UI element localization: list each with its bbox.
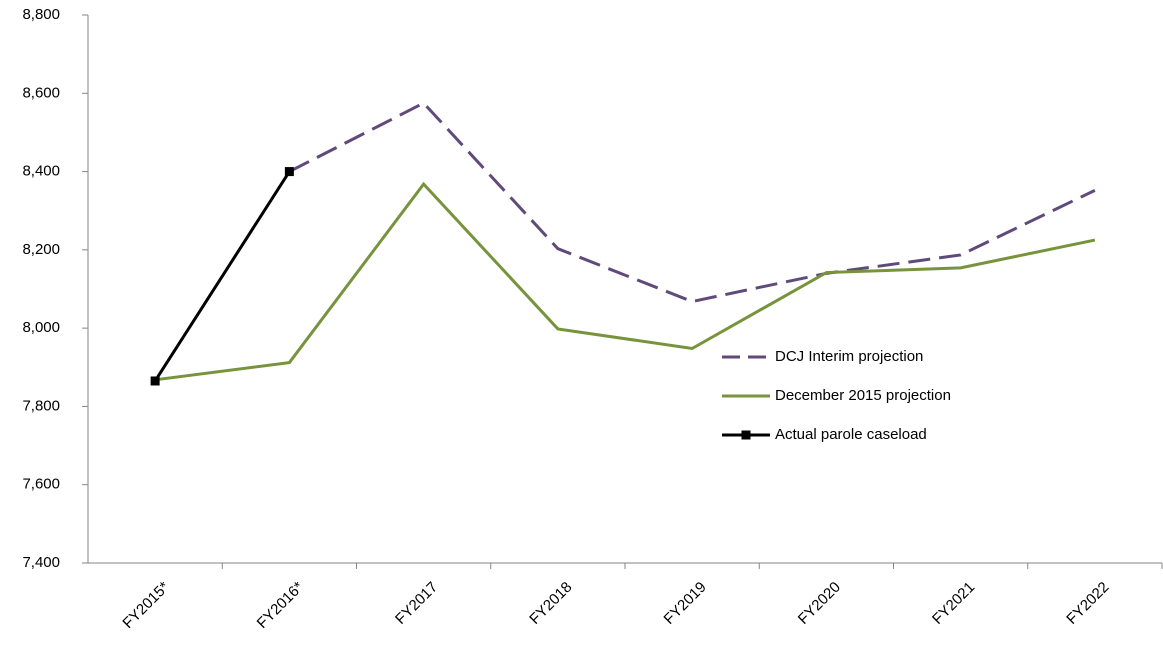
y-tick-label: 7,800: [22, 397, 60, 414]
x-tick-label: FY2021: [929, 579, 978, 628]
x-tick-label: FY2019: [661, 579, 710, 628]
series-line: [153, 170, 291, 382]
x-tick-label: FY2018: [526, 579, 575, 628]
series-line: [288, 101, 1096, 304]
x-tick-label: FY2015*: [119, 578, 172, 631]
x-tick-label: FY2020: [795, 579, 844, 628]
y-tick-label: 8,400: [22, 163, 60, 180]
series-line: [154, 181, 1096, 382]
y-tick-label: 7,600: [22, 476, 60, 493]
y-tick-label: 8,600: [22, 84, 60, 101]
y-tick-label: 7,400: [22, 554, 60, 571]
marker: [284, 167, 294, 177]
x-tick-label: FY2017: [392, 579, 441, 628]
x-tick-label: FY2016*: [254, 578, 307, 631]
marker: [150, 376, 160, 386]
legend-label: DCJ Interim projection: [775, 348, 923, 365]
y-tick-label: 8,800: [22, 6, 60, 23]
legend-label: December 2015 projection: [775, 387, 951, 404]
legend-label: Actual parole caseload: [775, 426, 927, 443]
y-tick-label: 8,200: [22, 241, 60, 258]
y-tick-label: 8,000: [22, 319, 60, 336]
legend-marker: [741, 430, 751, 440]
x-tick-label: FY2022: [1063, 579, 1112, 628]
